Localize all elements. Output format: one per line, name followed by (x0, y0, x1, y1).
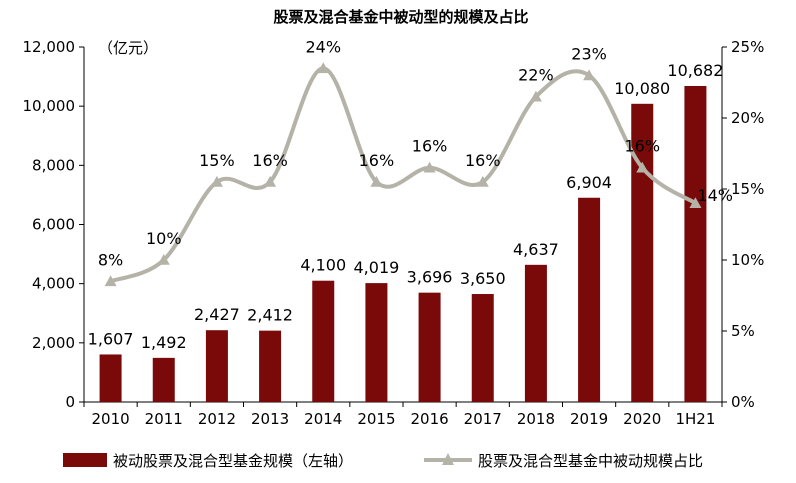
bar (578, 197, 601, 402)
x-axis-tick-label: 2013 (251, 410, 289, 428)
line-value-label: 23% (571, 44, 607, 63)
left-axis-tick-label: 4,000 (32, 275, 75, 293)
right-axis-tick-label: 20% (731, 109, 764, 127)
legend-bar-swatch (63, 453, 107, 467)
x-axis-tick-label: 2020 (623, 410, 661, 428)
bar-value-label: 3,650 (460, 269, 506, 288)
line-point-marker (423, 161, 436, 173)
line-point-marker (689, 197, 702, 208)
legend-line-label: 股票及混合型基金中被动规模占比 (478, 452, 703, 470)
legend-bar-label: 被动股票及混合型基金规模（左轴） (113, 452, 353, 470)
bar (259, 330, 282, 402)
x-axis-tick-label: 2017 (464, 410, 502, 428)
bar (99, 354, 122, 402)
bar-value-label: 4,019 (354, 258, 400, 277)
line-point-marker (104, 275, 117, 287)
bar (631, 103, 654, 403)
bar-value-label: 6,904 (566, 173, 612, 192)
unit-label: （亿元） (98, 39, 158, 57)
right-axis-tick-label: 5% (731, 322, 755, 340)
x-axis-tick-label: 2010 (91, 410, 129, 428)
chart-title: 股票及混合基金中被动型的规模及占比 (273, 8, 528, 26)
line-point-marker (583, 69, 596, 81)
bar (684, 85, 707, 402)
x-axis-tick-label: 2019 (570, 410, 608, 428)
left-axis-tick-label: 10,000 (23, 97, 76, 115)
bar-value-label: 2,427 (194, 305, 240, 324)
bar-value-label: 4,100 (300, 256, 346, 275)
bar-value-label: 10,682 (667, 61, 723, 80)
left-axis-tick-label: 0 (65, 393, 75, 411)
line-value-label: 24% (305, 37, 341, 56)
bar-value-label: 10,080 (614, 79, 670, 98)
line-point-marker (157, 254, 170, 265)
line-value-label: 10% (146, 229, 182, 248)
line-point-marker (476, 175, 489, 187)
bar-value-label: 1,607 (88, 329, 134, 348)
bar (471, 294, 494, 402)
line-value-label: 15% (199, 151, 235, 170)
line-value-label: 16% (252, 151, 288, 170)
bar-value-label: 4,637 (513, 240, 559, 259)
x-axis-tick-label: 2011 (145, 410, 183, 428)
x-axis-tick-label: 2014 (304, 410, 342, 428)
line-point-marker (210, 175, 223, 187)
line-point-marker (317, 62, 330, 74)
bar-value-label: 1,492 (141, 333, 187, 352)
right-axis-tick-label: 25% (731, 38, 764, 56)
line-value-label: 16% (359, 151, 395, 170)
bar (152, 357, 175, 402)
left-axis-tick-label: 2,000 (32, 334, 75, 352)
right-axis-tick-label: 0% (731, 393, 755, 411)
line-value-label: 8% (98, 250, 123, 269)
left-axis-tick-label: 8,000 (32, 156, 75, 174)
line-point-marker (264, 175, 277, 187)
line-value-label: 16% (412, 137, 448, 156)
right-axis-tick-label: 10% (731, 251, 764, 269)
bar (205, 330, 228, 402)
bar (524, 264, 547, 402)
line-point-marker (370, 175, 383, 187)
left-axis-tick-label: 6,000 (32, 216, 75, 234)
bar-value-label: 2,412 (247, 306, 293, 325)
line-value-label: 16% (624, 137, 660, 156)
legend-line-marker (442, 453, 454, 465)
bar (365, 283, 388, 402)
x-axis-tick-label: 2018 (517, 410, 555, 428)
x-axis-tick-label: 1H21 (675, 410, 715, 428)
x-axis-tick-label: 2012 (198, 410, 236, 428)
bar-value-label: 3,696 (407, 268, 453, 287)
bar (418, 292, 441, 402)
line-value-label: 22% (518, 66, 554, 85)
left-axis-tick-label: 12,000 (23, 38, 76, 56)
line-value-label: 16% (465, 151, 501, 170)
bar (312, 280, 335, 402)
line-point-marker (529, 90, 542, 102)
x-axis-tick-label: 2016 (410, 410, 448, 428)
line-value-label: 14% (697, 186, 733, 205)
right-axis-tick-label: 15% (731, 180, 764, 198)
x-axis-tick-label: 2015 (357, 410, 395, 428)
line-point-marker (636, 161, 649, 173)
